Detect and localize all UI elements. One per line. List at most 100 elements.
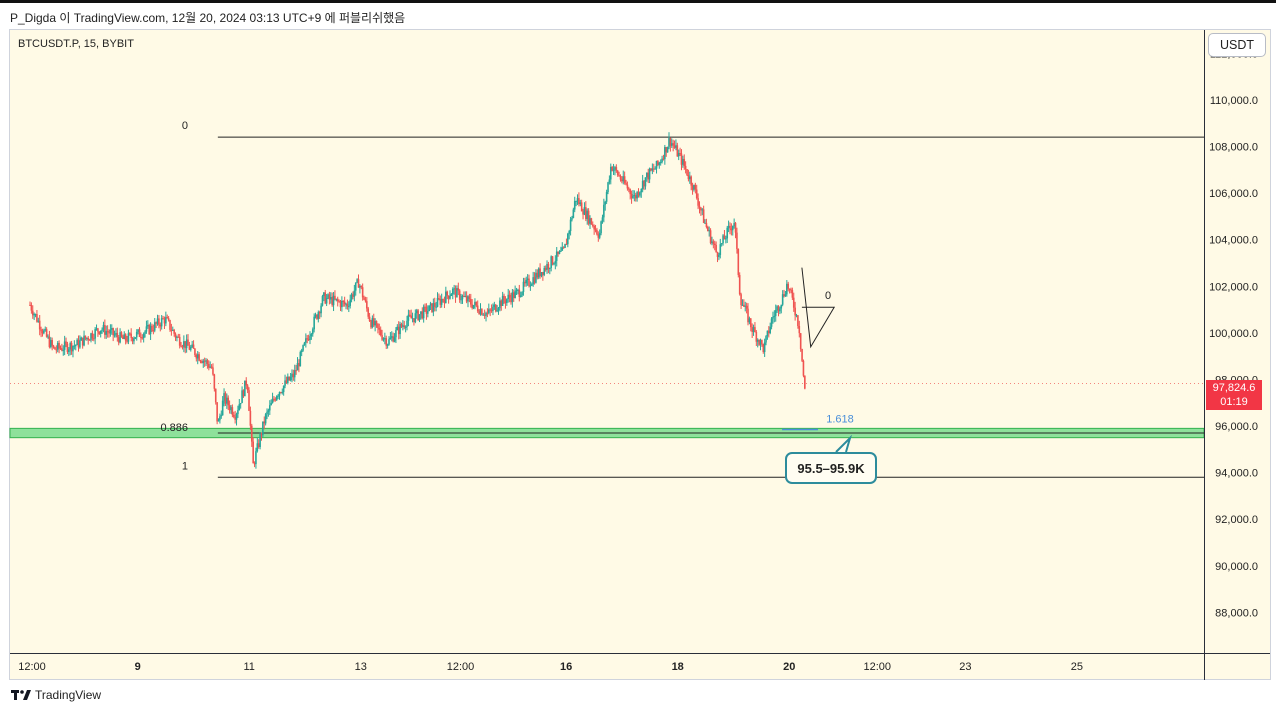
- candle-body: [144, 331, 146, 334]
- candle-body: [670, 143, 673, 146]
- candle-body: [210, 366, 213, 368]
- candle-body: [231, 407, 234, 415]
- candle-body: [178, 336, 181, 346]
- candle-body: [658, 162, 661, 165]
- candle-body: [101, 329, 103, 331]
- candle-body: [61, 348, 63, 351]
- candle-body: [711, 241, 713, 244]
- candle-body: [457, 288, 460, 291]
- candle-body: [65, 341, 67, 344]
- candle-body: [741, 304, 744, 306]
- candle-body: [228, 405, 231, 411]
- candle-body: [131, 337, 134, 342]
- candle-body: [122, 336, 124, 339]
- candle-body: [264, 414, 267, 424]
- x-tick-label: 16: [560, 661, 572, 673]
- candle-body: [152, 330, 155, 332]
- candle-body: [601, 217, 604, 222]
- candle-body: [481, 309, 483, 315]
- candle-body: [512, 292, 515, 299]
- candle-body: [532, 277, 534, 285]
- candle-body: [622, 176, 625, 182]
- candle-body: [791, 290, 794, 298]
- candle-body: [508, 294, 511, 298]
- candle-body: [611, 166, 613, 171]
- candle-body: [719, 244, 722, 255]
- currency-button[interactable]: USDT: [1208, 33, 1266, 57]
- fib-layer: 0 0.886 1: [9, 120, 1205, 478]
- candle-body: [675, 145, 677, 148]
- candle-body: [170, 329, 173, 331]
- candle-body: [628, 188, 630, 190]
- candle-body: [378, 328, 381, 330]
- candle-body: [600, 221, 602, 234]
- candle-body: [752, 327, 755, 332]
- candle-body: [348, 305, 350, 307]
- candle-body: [287, 376, 289, 383]
- candle-body: [475, 301, 478, 306]
- candle-body: [743, 304, 745, 307]
- candle-body: [227, 397, 230, 406]
- candle-body: [765, 336, 767, 343]
- candle-body: [781, 294, 784, 305]
- candle-body: [774, 310, 777, 316]
- candle-body: [44, 329, 47, 331]
- x-tick-label: 20: [783, 661, 795, 673]
- candle-body: [479, 309, 482, 315]
- candle-body: [751, 327, 753, 332]
- candle-body: [316, 314, 318, 319]
- candle-body: [766, 330, 769, 337]
- candle-body: [55, 349, 58, 351]
- candle-body: [494, 304, 497, 312]
- x-tick-label: 11: [243, 661, 254, 673]
- candle-body: [191, 344, 193, 348]
- candle-body: [536, 272, 539, 278]
- candle-body: [590, 218, 593, 225]
- y-tick-label: 104,000.0: [1209, 235, 1258, 247]
- candle-body: [58, 343, 60, 349]
- candle-body: [418, 314, 421, 321]
- candle-body: [639, 192, 641, 196]
- candle-body: [142, 333, 145, 339]
- candle-body: [788, 288, 791, 290]
- candle-body: [776, 306, 778, 311]
- candle-body: [413, 318, 415, 323]
- candle-body: [773, 315, 776, 317]
- candle-body: [438, 298, 440, 300]
- candle-body: [267, 410, 270, 412]
- candle-body: [36, 314, 38, 322]
- candle-body: [530, 284, 533, 286]
- last-price-value: 97,824.6: [1212, 382, 1256, 394]
- candle-body: [303, 342, 306, 346]
- candle-body: [306, 338, 309, 340]
- candle-body: [510, 297, 512, 303]
- candle-body: [366, 301, 368, 309]
- candle-body: [38, 320, 41, 330]
- candle-body: [346, 303, 349, 307]
- footer-brand: TradingView: [35, 688, 102, 702]
- candle-body: [79, 340, 81, 348]
- candle-body: [612, 169, 615, 171]
- candle-body: [184, 341, 187, 349]
- candle-body: [173, 329, 175, 334]
- symbol-label[interactable]: BTCUSDT.P, 15, BYBIT: [18, 38, 134, 50]
- candle-body: [105, 331, 108, 335]
- candle-body: [485, 312, 487, 316]
- candle-body: [797, 315, 799, 326]
- candle-body: [155, 322, 157, 324]
- candle-body: [446, 291, 449, 296]
- candle-body: [244, 380, 246, 397]
- target-callout[interactable]: 95.5–95.9K: [785, 452, 877, 484]
- candle-body: [410, 315, 412, 319]
- candle-body: [353, 290, 356, 297]
- candle-body: [359, 285, 361, 288]
- candle-body: [345, 303, 347, 305]
- candle-body: [97, 328, 99, 332]
- candle-body: [468, 296, 471, 299]
- x-tick-label: 12:00: [18, 661, 46, 673]
- candle-body: [501, 295, 504, 306]
- candle-body: [621, 179, 623, 182]
- candle-body: [499, 300, 501, 309]
- tradingview-logo[interactable]: TradingView: [11, 688, 101, 702]
- candle-body: [786, 283, 788, 295]
